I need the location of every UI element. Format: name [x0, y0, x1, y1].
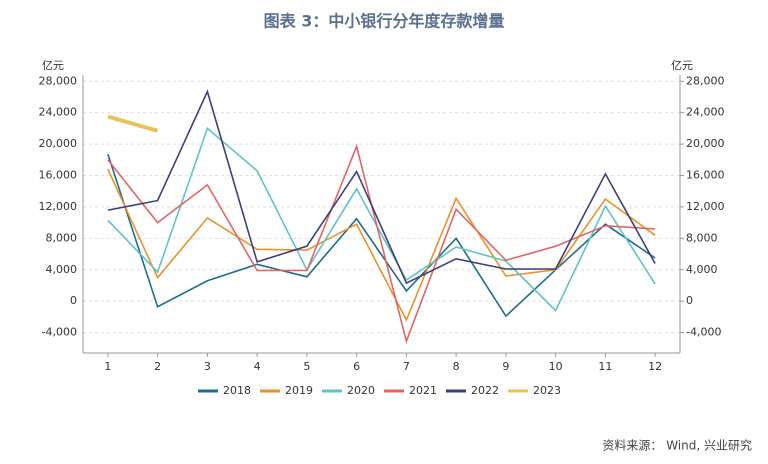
y-tick-label: 28,000	[39, 74, 78, 87]
y2-tick-label: 16,000	[686, 169, 725, 182]
x-tick-label: 11	[598, 360, 612, 373]
x-tick-label: 1	[104, 360, 111, 373]
y2-tick-label: 4,000	[686, 263, 718, 276]
source: 资料来源： Wind, 兴业研究	[602, 438, 752, 453]
y2-tick-label: -4,000	[686, 326, 721, 339]
series-line	[107, 127, 656, 312]
legend-label: 2020	[347, 384, 375, 397]
y2-tick-label: 0	[686, 294, 693, 307]
x-tick-label: 3	[204, 360, 211, 373]
y2-tick-label: 8,000	[686, 231, 718, 244]
legend-label: 2021	[409, 384, 437, 397]
legend-label: 2023	[533, 384, 561, 397]
legend-label: 2022	[471, 384, 499, 397]
x-tick-label: 10	[549, 360, 563, 373]
series-line	[107, 114, 159, 133]
y-tick-label: 12,000	[39, 200, 78, 213]
y-tick-label: 16,000	[39, 169, 78, 182]
y-tick-label: 0	[70, 294, 77, 307]
series-line	[107, 143, 656, 344]
y-tick-label: 4,000	[46, 263, 78, 276]
y-unit: 亿元	[42, 59, 64, 72]
y2-tick-label: 20,000	[686, 137, 725, 150]
legend-label: 2019	[285, 384, 313, 397]
y2-tick-label: 28,000	[686, 74, 725, 87]
x-tick-label: 9	[502, 360, 509, 373]
y-tick-label: -4,000	[42, 326, 77, 339]
x-tick-label: 7	[403, 360, 410, 373]
series-line	[107, 154, 656, 318]
y2-tick-label: 12,000	[686, 200, 725, 213]
y-tick-label: 20,000	[39, 137, 78, 150]
y2-unit: 亿元	[671, 59, 693, 72]
x-tick-label: 5	[303, 360, 310, 373]
x-tick-label: 8	[453, 360, 460, 373]
legend-label: 2018	[223, 384, 251, 397]
y-tick-label: 8,000	[46, 231, 78, 244]
x-tick-label: 2	[154, 360, 161, 373]
x-tick-label: 12	[648, 360, 662, 373]
series-line	[107, 89, 656, 285]
x-tick-label: 6	[353, 360, 360, 373]
chart-title: 图表 3：中小银行分年度存款增量	[264, 12, 505, 31]
y2-tick-label: 24,000	[686, 106, 725, 119]
series-line	[107, 168, 656, 322]
y-tick-label: 24,000	[39, 106, 78, 119]
x-tick-label: 4	[254, 360, 261, 373]
